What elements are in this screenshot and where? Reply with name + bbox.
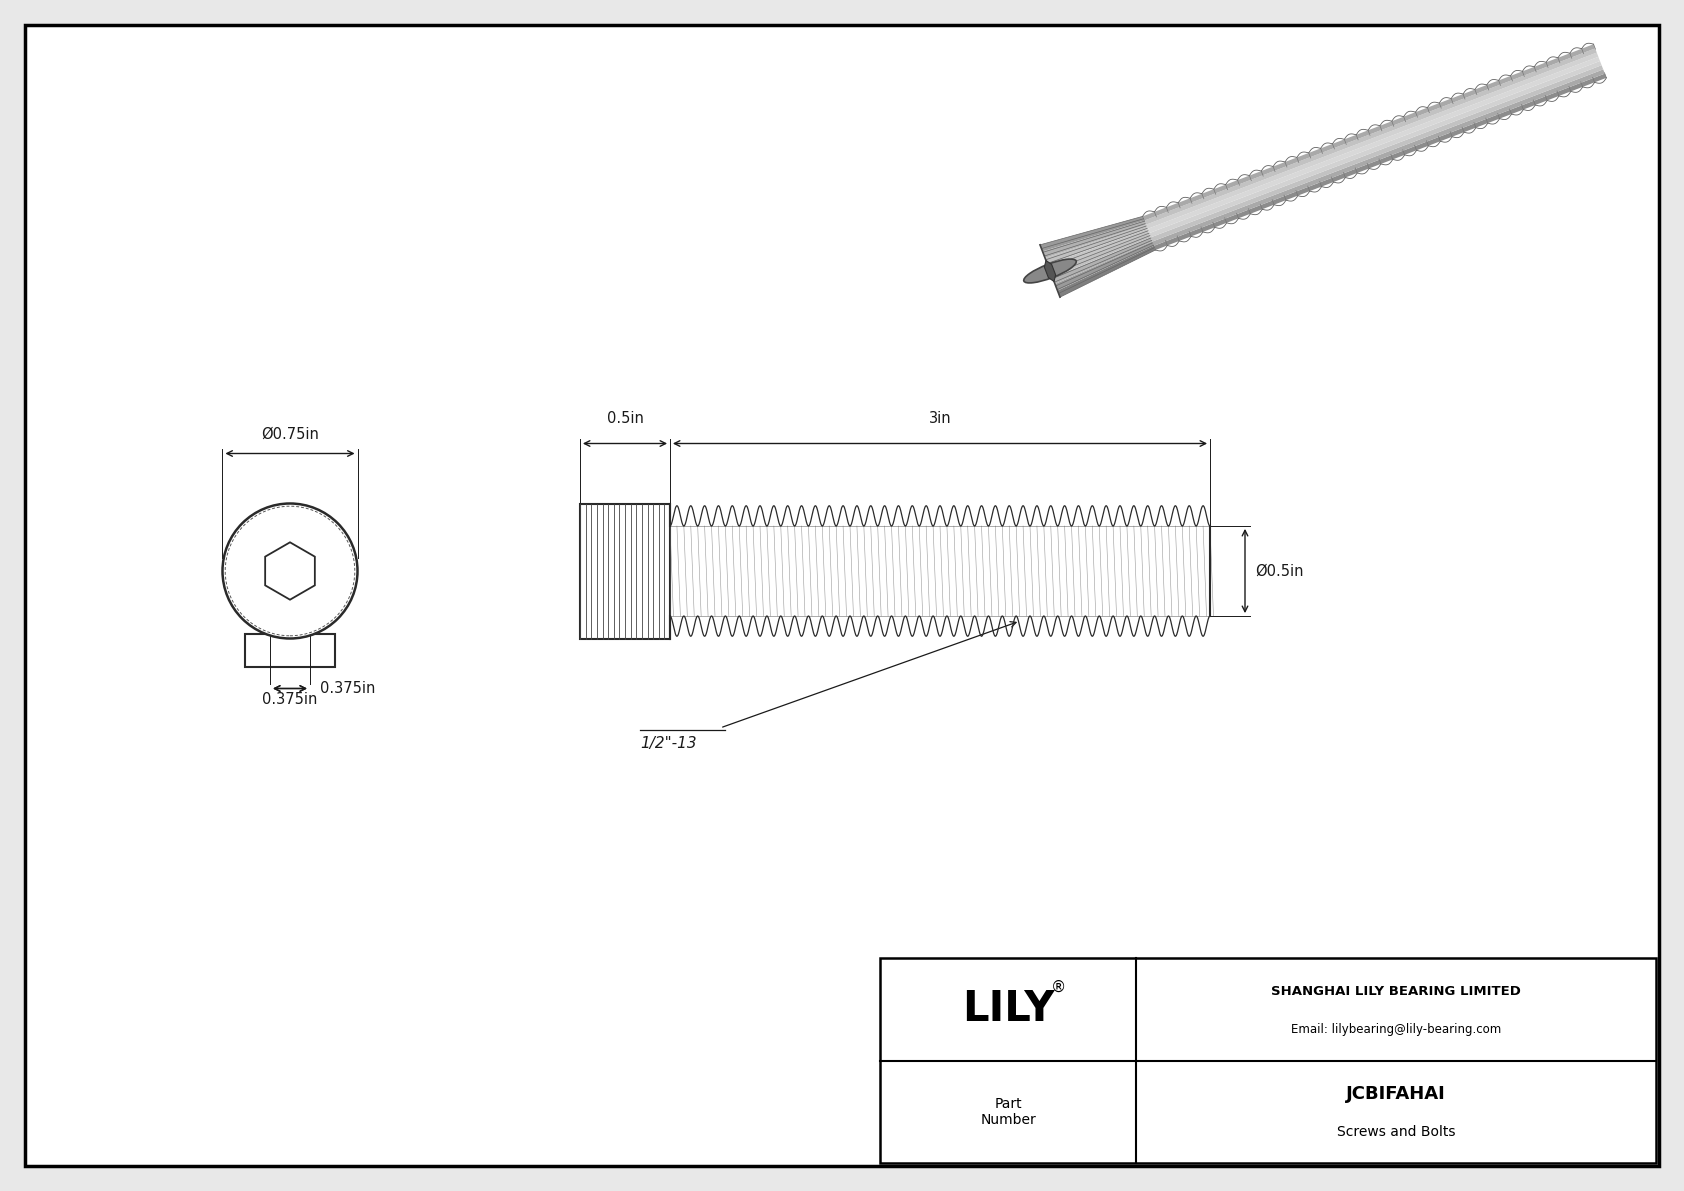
Text: Ø0.5in: Ø0.5in bbox=[1255, 563, 1303, 579]
Polygon shape bbox=[1142, 44, 1595, 220]
Text: 0.375in: 0.375in bbox=[320, 681, 376, 696]
Text: Part
Number: Part Number bbox=[980, 1097, 1036, 1127]
Text: 3in: 3in bbox=[928, 411, 951, 425]
Bar bbox=[579, 504, 670, 638]
Polygon shape bbox=[1145, 52, 1598, 229]
Bar bbox=[881, 958, 1655, 1162]
Bar bbox=[670, 526, 1211, 616]
Polygon shape bbox=[1147, 57, 1600, 233]
Text: SHANGHAI LILY BEARING LIMITED: SHANGHAI LILY BEARING LIMITED bbox=[1271, 985, 1521, 998]
Text: Ø0.75in: Ø0.75in bbox=[261, 426, 318, 442]
Ellipse shape bbox=[1024, 260, 1076, 283]
Text: Email: lilybearing@lily-bearing.com: Email: lilybearing@lily-bearing.com bbox=[1292, 1023, 1500, 1036]
Polygon shape bbox=[1042, 220, 1145, 258]
Polygon shape bbox=[1054, 242, 1154, 291]
Polygon shape bbox=[1150, 66, 1603, 242]
Bar bbox=[244, 634, 335, 667]
Polygon shape bbox=[1044, 261, 1056, 281]
Polygon shape bbox=[1051, 233, 1150, 278]
Polygon shape bbox=[1052, 237, 1152, 285]
Text: 0.5in: 0.5in bbox=[606, 411, 643, 425]
Text: 1/2"-13: 1/2"-13 bbox=[640, 736, 697, 752]
Text: JCBIFAHAI: JCBIFAHAI bbox=[1346, 1085, 1447, 1103]
Polygon shape bbox=[1154, 74, 1607, 250]
Polygon shape bbox=[1058, 245, 1155, 298]
Polygon shape bbox=[1047, 229, 1148, 272]
Ellipse shape bbox=[222, 504, 357, 638]
Polygon shape bbox=[1148, 61, 1601, 237]
Polygon shape bbox=[1143, 49, 1596, 225]
Text: 0.375in: 0.375in bbox=[263, 692, 318, 706]
Text: LILY: LILY bbox=[962, 989, 1054, 1030]
Text: ®: ® bbox=[1051, 980, 1066, 994]
Polygon shape bbox=[264, 542, 315, 600]
Polygon shape bbox=[1041, 217, 1143, 251]
Polygon shape bbox=[1152, 69, 1605, 245]
Polygon shape bbox=[1046, 225, 1147, 264]
Text: Screws and Bolts: Screws and Bolts bbox=[1337, 1124, 1455, 1139]
